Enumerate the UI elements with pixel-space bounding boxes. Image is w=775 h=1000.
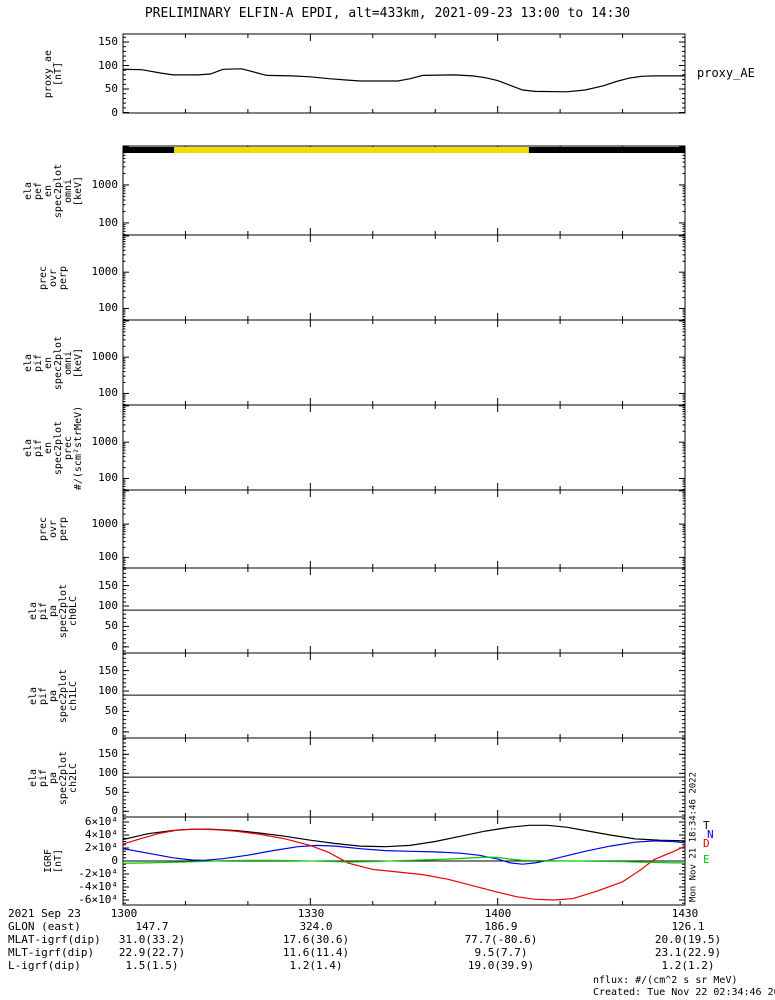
trace-igrf-D [122, 828, 686, 901]
panel-border-ela_pif_en_spec2plot_prec [122, 404, 686, 491]
panel-border-ela_pef_en_spec2plot_omni [122, 145, 686, 236]
y-tick-label: 0 [111, 804, 118, 818]
ephemeris-value: 23.1(22.9) [654, 946, 722, 959]
fast-segment-bar [123, 147, 175, 153]
y-tick-label: -4×10⁴ [78, 879, 118, 893]
y-tick-label: 0 [111, 105, 118, 119]
y-tick-label: 100 [98, 386, 118, 400]
y-tick-label: 100 [98, 58, 118, 72]
created-timestamp: Created: Tue Nov 22 02:34:46 2022 [593, 987, 775, 998]
ephemeris-row-label: GLON (east) [8, 920, 81, 933]
trace-igrf-N [122, 840, 686, 865]
ephemeris-value: 20.0(19.5) [654, 933, 722, 946]
panel-border-ela_pef_prec_ovr_perp [122, 234, 686, 321]
y-tick-label: 1000 [91, 350, 119, 364]
y-tick-label: 150 [98, 34, 118, 48]
ephemeris-value: 19.0(39.9) [467, 959, 535, 972]
y-tick-label: 4×10⁴ [84, 828, 118, 841]
legend-entry-E: E [703, 853, 710, 866]
panel-border-ela_pif_prec_ovr_perp [122, 489, 686, 569]
y-tick-label: 100 [98, 550, 118, 564]
trace-proxy_AE [122, 68, 685, 93]
ephemeris-row-label: MLT-igrf(dip) [8, 946, 95, 959]
ephemeris-value: 147.7 [135, 920, 169, 933]
trace-igrf-T [122, 824, 686, 848]
panel-border-ela_pif_en_spec2plot_omni [122, 319, 686, 406]
ephemeris-value: 1.2(1.4) [289, 959, 343, 972]
panel-border-proxy_ae [122, 33, 686, 114]
y-tick-label: 100 [98, 599, 118, 612]
ephemeris-value: 324.0 [299, 920, 333, 933]
y-tick-label: 150 [98, 747, 118, 761]
ephemeris-row-label: L-igrf(dip) [8, 959, 81, 972]
y-tick-label: 1000 [91, 177, 119, 191]
time-tick-label: 1400 [484, 907, 512, 920]
legend-entry-N: N [707, 828, 714, 841]
y-tick-label: 2×10⁴ [84, 841, 118, 854]
ephemeris-row-label: MLAT-igrf(dip) [8, 933, 101, 946]
y-tick-label: 0 [111, 854, 118, 867]
trace-igrf-E [122, 856, 685, 864]
y-tick-label: -2×10⁴ [78, 866, 118, 880]
ephemeris-value: 11.6(11.4) [282, 946, 350, 959]
side-timestamp: Mon Nov 21 18:34:46 2022 [688, 771, 699, 903]
plot-title: PRELIMINARY ELFIN-A EPDI, alt=433km, 202… [144, 6, 631, 21]
fast-segment-bar [528, 147, 685, 153]
legend-entry-D: D [703, 837, 710, 850]
y-tick-label: 150 [98, 578, 118, 592]
y-tick-label: 50 [104, 619, 118, 633]
y-tick-label: 0 [111, 724, 118, 738]
y-tick-label: 150 [98, 663, 118, 677]
ephemeris-value: 77.7(-80.6) [464, 933, 538, 946]
y-tick-label: 100 [98, 766, 118, 780]
ephemeris-value: 22.9(22.7) [118, 946, 186, 959]
y-tick-label: 50 [104, 82, 118, 96]
y-tick-label: 1000 [91, 517, 119, 531]
y-tick-label: 100 [98, 215, 118, 229]
y-tick-label: 0 [111, 639, 118, 653]
ephemeris-value: 9.5(7.7) [474, 946, 528, 959]
proxy-ae-line-label: proxy_AE [697, 66, 755, 80]
y-tick-label: 100 [98, 301, 118, 315]
fast-segment-bar [174, 147, 529, 153]
date-label: 2021 Sep 23 [8, 907, 81, 920]
ephemeris-value: 17.6(30.6) [282, 933, 350, 946]
y-tick-label: 100 [98, 684, 118, 697]
y-tick-label: -6×10⁴ [78, 892, 118, 906]
y-tick-label: 1000 [91, 265, 119, 279]
y-tick-label: 6×10⁴ [84, 815, 118, 828]
nflux-units-note: nflux: #/(cm^2 s sr MeV) [593, 975, 738, 986]
ephemeris-value: 31.0(33.2) [118, 933, 186, 946]
ephemeris-value: 1.2(1.2) [661, 959, 715, 972]
y-tick-label: 100 [98, 471, 118, 485]
ephemeris-value: 126.1 [671, 920, 705, 933]
y-tick-label: 1000 [91, 435, 119, 449]
time-tick-label: 1300 [110, 907, 138, 920]
ephemeris-value: 1.5(1.5) [125, 959, 179, 972]
ephemeris-value: 186.9 [484, 920, 518, 933]
legend-entry-T: T [703, 819, 710, 832]
time-tick-label: 1330 [297, 907, 325, 920]
y-tick-label: 50 [104, 704, 118, 718]
y-tick-label: 50 [104, 785, 118, 799]
time-tick-label: 1430 [671, 907, 699, 920]
